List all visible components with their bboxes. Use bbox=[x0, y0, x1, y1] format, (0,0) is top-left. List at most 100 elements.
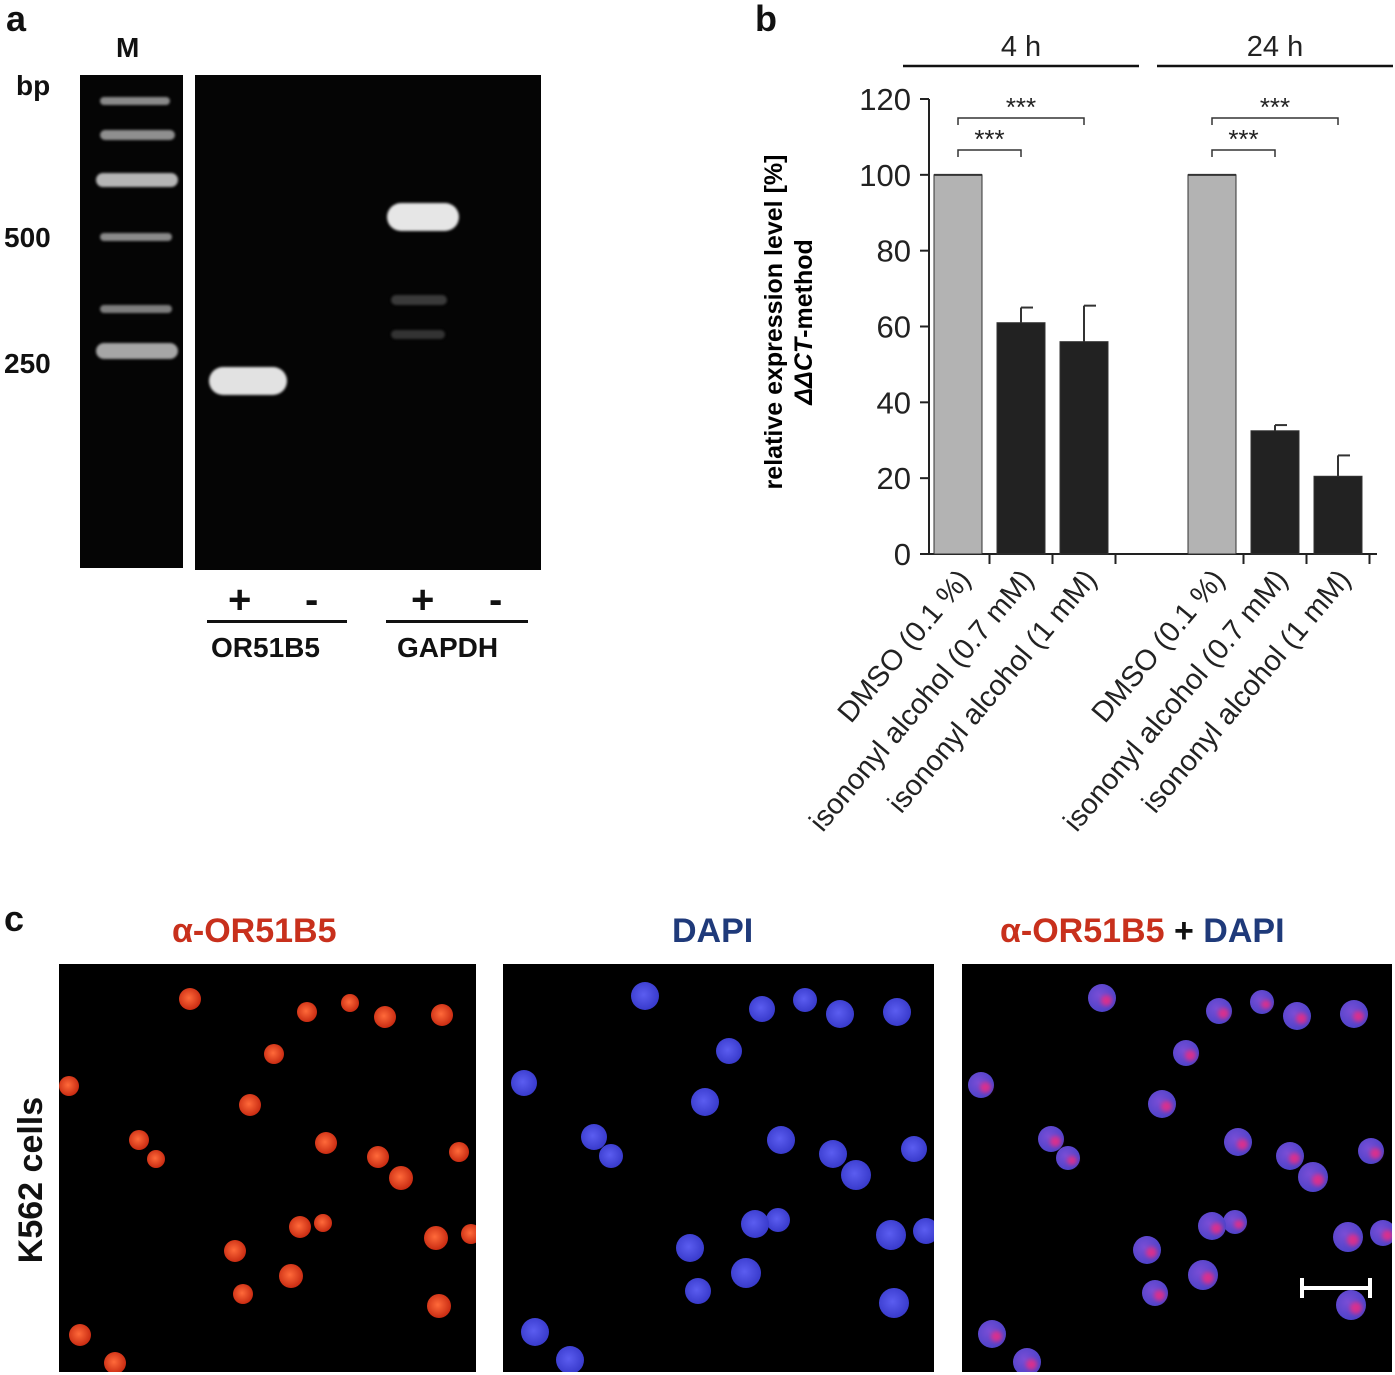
significance-bracket bbox=[957, 149, 1022, 157]
cell-nucleus bbox=[1206, 998, 1232, 1024]
cell-nucleus bbox=[314, 1214, 332, 1232]
ladder-band bbox=[100, 130, 175, 140]
cell-nucleus bbox=[685, 1278, 711, 1304]
group-header-label: 4 h bbox=[1001, 31, 1041, 63]
cell-nucleus bbox=[1056, 1146, 1080, 1170]
cell-nucleus bbox=[766, 1208, 790, 1232]
cell-nucleus bbox=[367, 1146, 389, 1168]
cell-nucleus bbox=[1088, 984, 1116, 1012]
cell-nucleus bbox=[1038, 1126, 1064, 1152]
y-tick-label: 40 bbox=[877, 385, 911, 420]
bar-chart: relative expression level [%] ΔΔCT-metho… bbox=[760, 31, 1393, 838]
y-tick-label: 80 bbox=[877, 234, 911, 269]
cell-nucleus bbox=[389, 1166, 413, 1190]
bar bbox=[1187, 174, 1237, 555]
cell-nucleus bbox=[431, 1004, 453, 1026]
lane-sign: + bbox=[411, 578, 435, 622]
cell-nucleus bbox=[374, 1006, 396, 1028]
ladder-band bbox=[100, 305, 172, 313]
gapdh-band bbox=[387, 203, 459, 231]
marker-lane-label: M bbox=[116, 32, 140, 63]
y-tick-label: 20 bbox=[877, 461, 911, 496]
y-tick-label: 60 bbox=[877, 310, 911, 345]
cell-nucleus bbox=[819, 1140, 847, 1168]
cell-nucleus bbox=[69, 1324, 91, 1346]
cell-nucleus bbox=[279, 1264, 303, 1288]
cell-nucleus bbox=[315, 1132, 337, 1154]
scale-bar-cap bbox=[1300, 1278, 1304, 1298]
significance-label: *** bbox=[1260, 92, 1290, 122]
scale-bar bbox=[1300, 1286, 1372, 1290]
ladder-band bbox=[96, 343, 178, 359]
cell-nucleus bbox=[264, 1044, 284, 1064]
or51b5-band bbox=[209, 367, 287, 395]
cell-nucleus bbox=[1133, 1236, 1161, 1264]
marker-gel bbox=[80, 75, 183, 568]
cell-nucleus bbox=[1333, 1222, 1363, 1252]
cell-nucleus bbox=[104, 1352, 126, 1372]
micrograph-or51b5 bbox=[59, 964, 476, 1372]
cell-nucleus bbox=[1198, 1212, 1226, 1240]
cell-nucleus bbox=[1224, 1128, 1252, 1156]
bar bbox=[1313, 475, 1363, 555]
significance-label: *** bbox=[974, 124, 1004, 154]
cell-nucleus bbox=[1250, 990, 1274, 1014]
cell-nucleus bbox=[1173, 1040, 1199, 1066]
cell-nucleus bbox=[239, 1094, 261, 1116]
cell-nucleus bbox=[461, 1224, 476, 1244]
y-tick-label: 120 bbox=[859, 82, 911, 117]
cell-nucleus bbox=[289, 1216, 311, 1238]
significance-bracket bbox=[1211, 149, 1276, 157]
cell-nucleus bbox=[793, 988, 817, 1012]
channel-title-or51b5: α-OR51B5 bbox=[172, 912, 337, 950]
bar bbox=[1250, 430, 1300, 555]
bp-label: bp bbox=[16, 70, 51, 101]
cell-nucleus bbox=[1188, 1260, 1218, 1290]
cell-nucleus bbox=[341, 994, 359, 1012]
cell-nucleus bbox=[767, 1126, 795, 1154]
micrograph-merge bbox=[962, 964, 1392, 1372]
cell-nucleus bbox=[1142, 1280, 1168, 1306]
y-axis-label: relative expression level [%] ΔΔCT-metho… bbox=[760, 155, 818, 490]
significance-bracket bbox=[957, 117, 1085, 125]
cell-nucleus bbox=[676, 1234, 704, 1262]
cell-nucleus bbox=[581, 1124, 607, 1150]
y-tick-label: 0 bbox=[894, 537, 911, 572]
cell-nucleus bbox=[147, 1150, 165, 1168]
merge-title: α-OR51B5 + DAPI bbox=[1000, 912, 1285, 951]
cell-nucleus bbox=[841, 1160, 871, 1190]
cell-nucleus bbox=[1013, 1348, 1041, 1372]
cell-nucleus bbox=[556, 1346, 584, 1372]
lane-sign: + bbox=[228, 578, 252, 622]
cell-nucleus bbox=[1276, 1142, 1304, 1170]
cell-nucleus bbox=[179, 988, 201, 1010]
lane-sign: - bbox=[305, 578, 319, 622]
sample-gel bbox=[195, 75, 541, 570]
bar bbox=[996, 322, 1046, 555]
gapdh-faint-band bbox=[391, 295, 447, 305]
group-underline bbox=[386, 620, 528, 623]
cell-nucleus bbox=[879, 1288, 909, 1318]
cell-nucleus bbox=[599, 1144, 623, 1168]
y-axis-label-line1: relative expression level [%] bbox=[760, 155, 788, 490]
cell-nucleus bbox=[883, 998, 911, 1026]
row-label: K562 cells bbox=[12, 1080, 52, 1280]
group-header-label: 24 h bbox=[1247, 31, 1303, 63]
cell-nucleus bbox=[876, 1220, 906, 1250]
merge-title-or51b5: α-OR51B5 bbox=[1000, 912, 1165, 950]
lane-sign: - bbox=[489, 578, 503, 622]
merge-title-dapi: DAPI bbox=[1203, 912, 1285, 950]
cell-nucleus bbox=[1336, 1290, 1366, 1320]
y-tick-label: 100 bbox=[859, 158, 911, 193]
cell-nucleus bbox=[59, 1076, 79, 1096]
cell-nucleus bbox=[424, 1226, 448, 1250]
cell-nucleus bbox=[968, 1072, 994, 1098]
panel-c-label: c bbox=[4, 898, 25, 939]
cell-nucleus bbox=[1340, 1000, 1368, 1028]
cell-nucleus bbox=[691, 1088, 719, 1116]
cell-nucleus bbox=[826, 1000, 854, 1028]
significance-label: *** bbox=[1228, 124, 1258, 154]
size-label-250: 250 bbox=[4, 348, 51, 379]
cell-nucleus bbox=[749, 996, 775, 1022]
group-label-or51b5: OR51B5 bbox=[211, 632, 320, 663]
